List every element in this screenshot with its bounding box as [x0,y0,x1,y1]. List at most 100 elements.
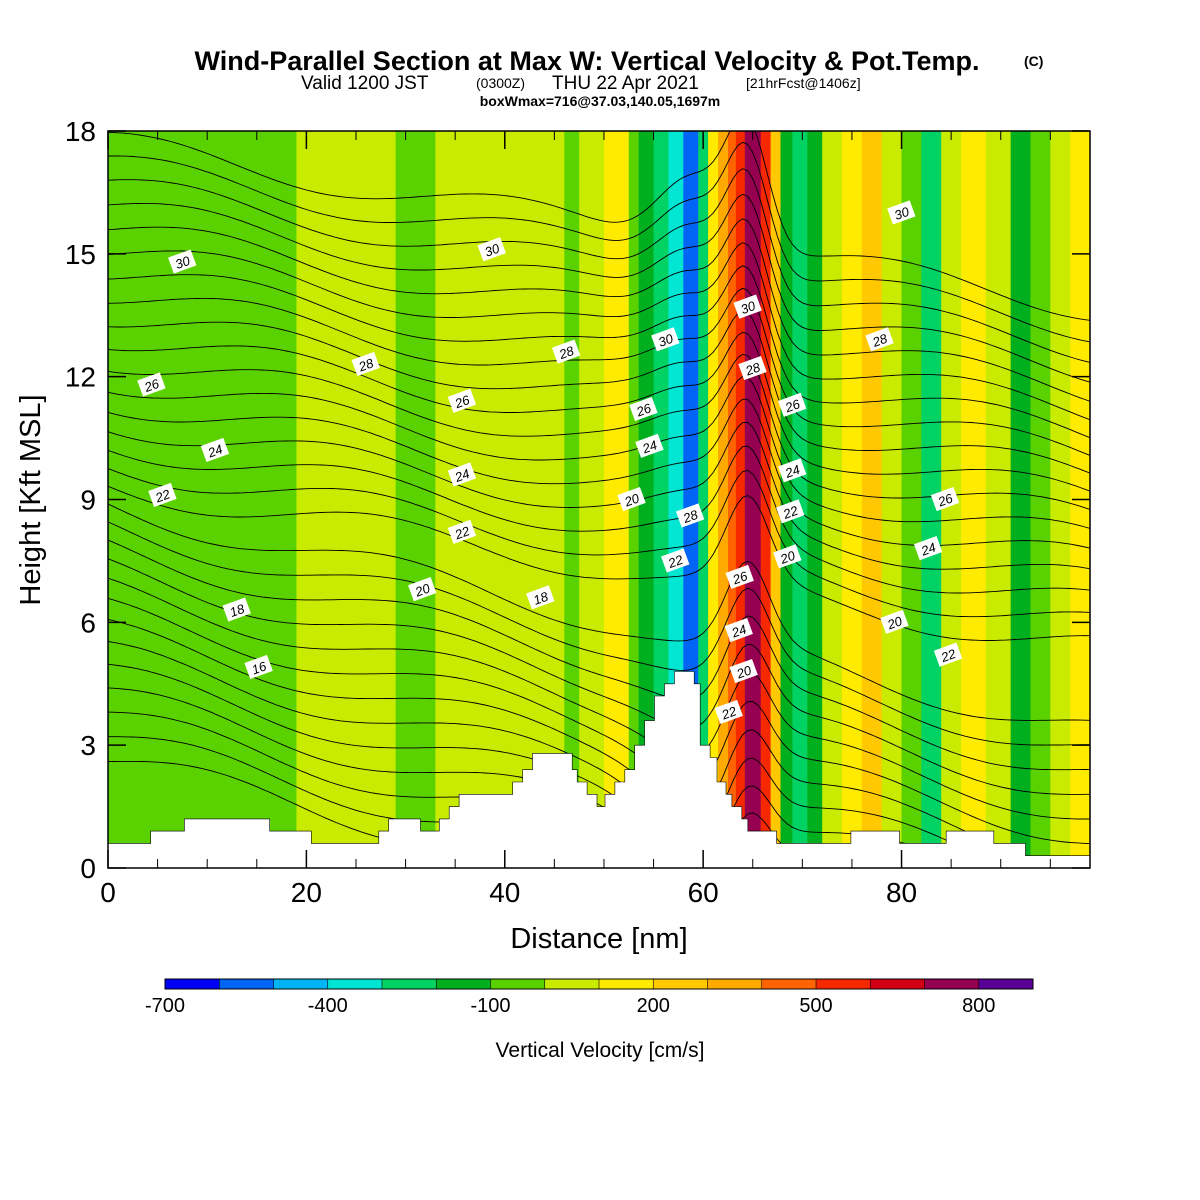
contour-label-box [408,577,437,602]
y-tick-label: 18 [65,116,96,147]
y-tick-label: 3 [80,730,96,761]
contour-label: 24 [200,437,230,463]
contour-label-text: 22 [452,523,472,543]
contour-label: 26 [725,564,754,589]
y-axis-label: Height [Kft MSL] [15,394,47,605]
colorbar-swatch [544,979,600,989]
contour-label: 30 [651,327,680,352]
contour-label: 22 [933,642,963,667]
contour-label-text: 26 [452,392,472,412]
velocity-band [708,131,719,868]
contour-label-box [776,499,805,524]
colorbar-swatch [273,979,329,989]
velocity-band [564,131,580,868]
contour-label-text: 26 [141,376,161,396]
y-tick-label: 0 [80,853,96,884]
contour-label-box [933,642,963,667]
contour-label-box [661,548,690,573]
velocity-band [881,131,903,868]
contour-label-box [447,462,477,487]
colorbar-swatch [978,979,1034,989]
velocity-band [921,131,942,868]
copyright-mark: (C) [1024,53,1043,69]
contour-label: 30 [733,294,762,319]
isentrope-line [108,309,1090,474]
contour-label-box [551,339,581,364]
contour-label-text: 28 [356,355,376,375]
contour-label-text: 24 [918,540,938,559]
contour-label-box [629,396,658,422]
colorbar-swatch [816,979,871,989]
contour-label-box [526,585,555,610]
velocity-band [177,131,298,868]
contour-label-box [168,249,197,274]
velocity-band [718,131,729,868]
velocity-band [1030,131,1051,868]
contour-label: 18 [222,597,251,622]
contour-label-box [447,519,477,544]
valid-time-prefix: Valid 1200 JST [301,73,429,94]
colorbar-swatch [436,979,491,989]
isentrope-line [108,445,1090,594]
terrain-outline [108,671,1090,856]
velocity-band [842,131,863,868]
contour-label: 20 [729,658,758,684]
colorbar-swatch [382,979,437,989]
colorbar-swatch [599,979,654,989]
contour-label: 20 [617,486,646,512]
valid-time-date: THU 22 Apr 2021 [552,73,699,94]
contour-label-text: 24 [782,462,802,481]
colorbar-swatch [219,979,274,989]
contour-label: 26 [137,372,166,397]
contour-label-box [738,355,767,381]
isentrope-line [108,242,1090,421]
contour-label: 22 [148,482,177,508]
velocity-band [435,131,476,868]
isentrope-line [108,558,1090,795]
contour-label: 18 [526,585,555,610]
contour-label: 30 [887,200,916,225]
velocity-band [296,131,397,868]
isentrope-line [108,141,1090,343]
contour-label: 20 [880,609,909,634]
valid-time-utc: (0300Z) [476,75,525,91]
contour-label-box [148,482,177,508]
contour-label-text: 28 [556,343,576,363]
colorbar-tick-label: -400 [308,995,348,1017]
contour-label-text: 20 [777,547,797,567]
x-axis-label: Distance [nm] [510,923,687,955]
isentrope-line [108,193,1090,383]
isentrope-line [108,468,1090,618]
contour-label-text: 28 [743,359,763,379]
axes: 0 20 40 60 80 0 3 6 9 12 15 18 [65,116,1090,908]
contour-label-box [244,654,273,680]
velocity-band [822,131,843,868]
colorbar-tick-label: -100 [470,995,510,1017]
contour-label-box [724,617,753,643]
contour-label-box [714,699,743,725]
velocity-band [395,131,436,868]
x-tick-label: 80 [886,877,917,908]
contour-label-text: 26 [730,568,750,588]
velocity-band [792,131,808,868]
contour-label-box [477,237,506,262]
contour-label: 24 [635,433,664,458]
contour-label-box [725,564,754,589]
contour-label: 20 [773,544,802,569]
isentrope-line [108,168,1090,363]
forecast-hour: [21hrFcst@1406z] [746,75,861,91]
isentrope-line [108,131,1090,321]
isentrope-line [108,218,1090,402]
contour-label-box [887,200,916,225]
contour-label: 22 [447,519,477,544]
contour-label-text: 22 [152,486,172,506]
contour-label: 28 [351,351,380,377]
colorbar-tick-label: 500 [799,995,832,1017]
contour-label-text: 20 [622,490,642,510]
contour-label: 22 [661,548,690,573]
velocity-band [760,131,772,868]
contour-label: 26 [629,396,658,422]
contour-label-box [351,351,380,377]
y-tick-label: 9 [80,485,96,516]
velocity-band [770,131,782,868]
